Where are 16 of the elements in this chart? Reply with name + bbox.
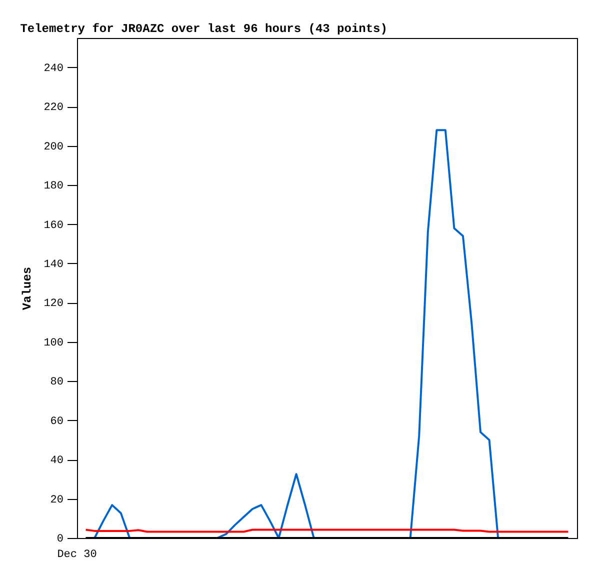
y-tick-label: 60: [50, 416, 64, 428]
y-tick-label: 120: [44, 298, 64, 310]
y-tick-label: 40: [50, 455, 64, 468]
y-tick-label: 20: [50, 494, 64, 506]
y-tick-label: 200: [44, 141, 64, 154]
text: Dec 30: [57, 549, 97, 561]
y-tick-label: 0: [56, 534, 64, 546]
y-tick-label: 160: [44, 220, 64, 232]
y-tick-label: 180: [44, 180, 64, 193]
y-axis-title: Values: [20, 266, 35, 310]
y-tick-label: 80: [50, 376, 64, 389]
y-tick-label: 140: [44, 258, 64, 271]
y-tick-label: 240: [44, 62, 64, 75]
y-tick-label: 100: [44, 337, 64, 350]
y-tick-label: 220: [44, 102, 64, 114]
chart-title: Telemetry for JR0AZC over last 96 hours (43 points): [20, 22, 388, 36]
